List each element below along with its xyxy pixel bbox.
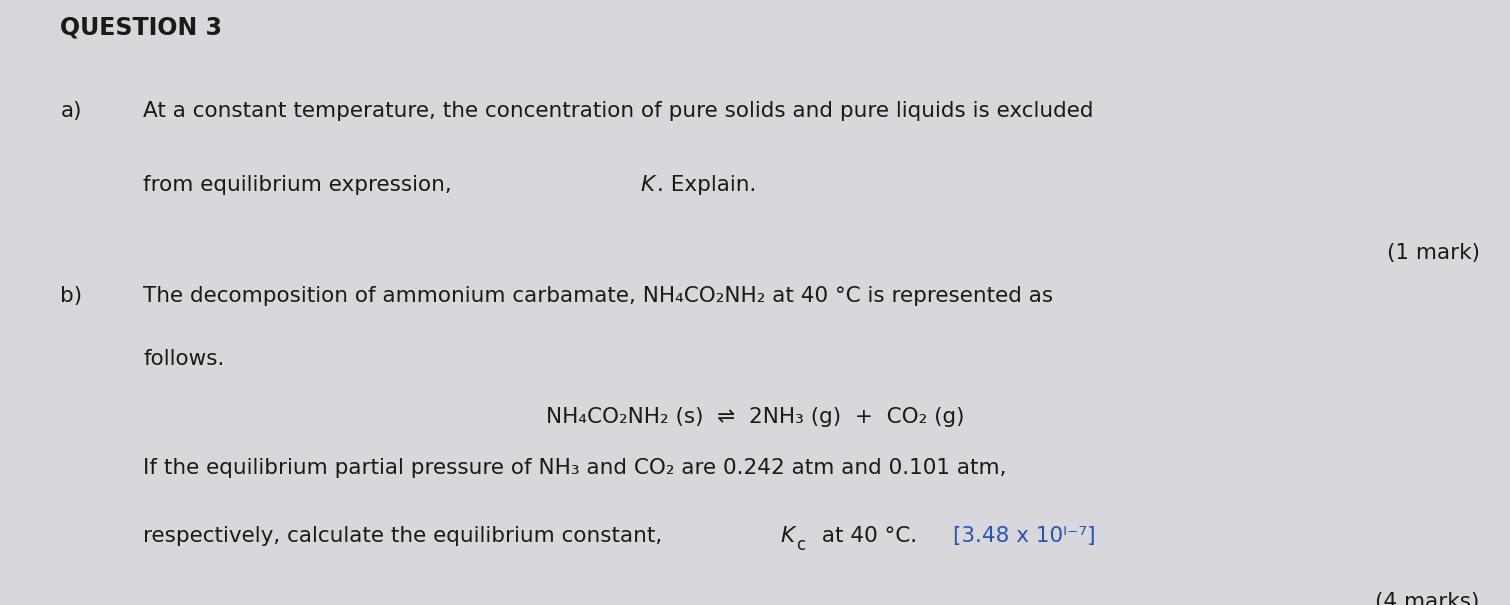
Text: from equilibrium expression,: from equilibrium expression, bbox=[143, 174, 459, 194]
Text: (1 mark): (1 mark) bbox=[1386, 243, 1480, 263]
Text: . Explain.: . Explain. bbox=[657, 174, 757, 194]
Text: a): a) bbox=[60, 101, 82, 121]
Text: follows.: follows. bbox=[143, 349, 225, 369]
Text: b): b) bbox=[60, 286, 83, 306]
Text: respectively, calculate the equilibrium constant,: respectively, calculate the equilibrium … bbox=[143, 526, 669, 546]
Text: At a constant temperature, the concentration of pure solids and pure liquids is : At a constant temperature, the concentra… bbox=[143, 101, 1093, 121]
Text: NH₄CO₂NH₂ (s)  ⇌  2NH₃ (g)  +  CO₂ (g): NH₄CO₂NH₂ (s) ⇌ 2NH₃ (g) + CO₂ (g) bbox=[545, 407, 965, 427]
Text: QUESTION 3: QUESTION 3 bbox=[60, 15, 222, 39]
Text: [3.48 x 10ᴵ⁻⁷]: [3.48 x 10ᴵ⁻⁷] bbox=[953, 526, 1095, 546]
Text: c: c bbox=[796, 536, 805, 554]
Text: (4 marks): (4 marks) bbox=[1376, 592, 1480, 605]
Text: K: K bbox=[640, 174, 654, 194]
Text: The decomposition of ammonium carbamate, NH₄CO₂NH₂ at 40 °C is represented as: The decomposition of ammonium carbamate,… bbox=[143, 286, 1054, 306]
Text: If the equilibrium partial pressure of NH₃ and CO₂ are 0.242 atm and 0.101 atm,: If the equilibrium partial pressure of N… bbox=[143, 458, 1007, 478]
Text: at 40 °C.: at 40 °C. bbox=[815, 526, 921, 546]
Text: K: K bbox=[781, 526, 794, 546]
